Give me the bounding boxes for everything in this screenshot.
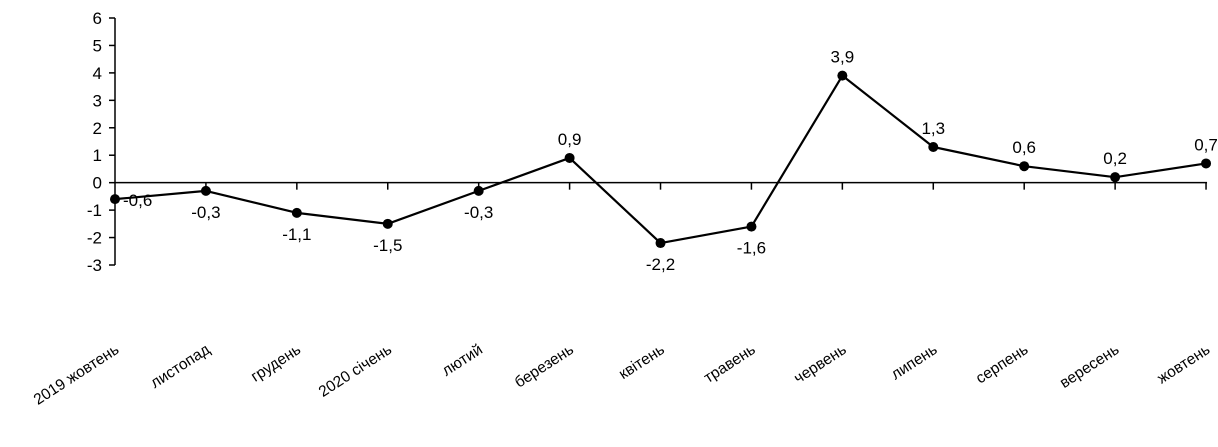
data-label: 0,7 — [1194, 135, 1218, 154]
data-point — [110, 194, 120, 205]
series-line — [114, 74, 1207, 245]
category-label: квітень — [616, 341, 668, 383]
category-label: 2019 жовтень — [31, 341, 122, 409]
data-label: -0,3 — [191, 203, 220, 222]
data-label: -1,5 — [373, 236, 402, 255]
data-label: -1,1 — [282, 225, 311, 244]
data-point — [928, 141, 939, 152]
data-label: 0,9 — [558, 130, 582, 149]
data-label: 0,6 — [1012, 138, 1036, 157]
category-label: жовтень — [1154, 341, 1213, 387]
category-label: грудень — [248, 341, 304, 386]
data-label: -0,6 — [123, 191, 152, 210]
x-axis-ticks — [205, 182, 1207, 190]
data-label: 3,9 — [831, 48, 855, 67]
y-tick-label: -3 — [87, 256, 102, 275]
y-tick-label: 3 — [93, 91, 102, 110]
data-point — [291, 207, 302, 218]
data-point — [1019, 161, 1030, 172]
y-tick-label: 5 — [93, 36, 102, 55]
data-label: 1,3 — [921, 119, 945, 138]
data-label: -0,3 — [464, 203, 493, 222]
data-point — [564, 152, 575, 163]
category-label: липень — [888, 341, 940, 383]
y-tick-label: 4 — [93, 64, 102, 83]
category-label: вересень — [1057, 341, 1122, 392]
category-label: березень — [512, 341, 577, 391]
data-point — [382, 218, 393, 229]
data-point — [1201, 158, 1212, 169]
data-label: 0,2 — [1103, 149, 1127, 168]
category-label: 2020 січень — [316, 341, 395, 401]
data-point — [746, 221, 757, 232]
y-tick-label: 0 — [93, 174, 102, 193]
data-point — [837, 70, 848, 81]
data-point — [473, 185, 484, 196]
category-label: травень — [701, 341, 759, 387]
y-tick-label: -2 — [87, 229, 102, 248]
y-tick-label: 2 — [93, 119, 102, 138]
data-label: -1,6 — [737, 239, 766, 258]
data-label: -2,2 — [646, 255, 675, 274]
data-points — [110, 70, 1212, 249]
category-label: листопад — [148, 341, 214, 392]
category-label: серпень — [973, 341, 1031, 387]
data-point — [1110, 172, 1121, 183]
category-label: лютий — [439, 341, 486, 380]
y-tick-label: -1 — [87, 201, 102, 220]
y-tick-label: 1 — [93, 146, 102, 165]
data-point — [200, 185, 211, 196]
y-tick-label: 6 — [93, 9, 102, 28]
series-line-group — [114, 74, 1207, 245]
chart-axes — [114, 18, 1208, 265]
category-label: червень — [791, 341, 849, 387]
data-point — [655, 238, 666, 249]
data-labels: -0,6 -0,3 -1,1 -1,5 -0,3 0,9 -2,2 -1,6 3,9 1,3 0,6… — [123, 48, 1218, 274]
y-axis-ticks: 6 5 4 3 2 1 0 -1 -2 -3 — [87, 9, 115, 275]
category-labels: 2019 жовтень листопад грудень 2020 січень лю… — [31, 341, 1213, 409]
